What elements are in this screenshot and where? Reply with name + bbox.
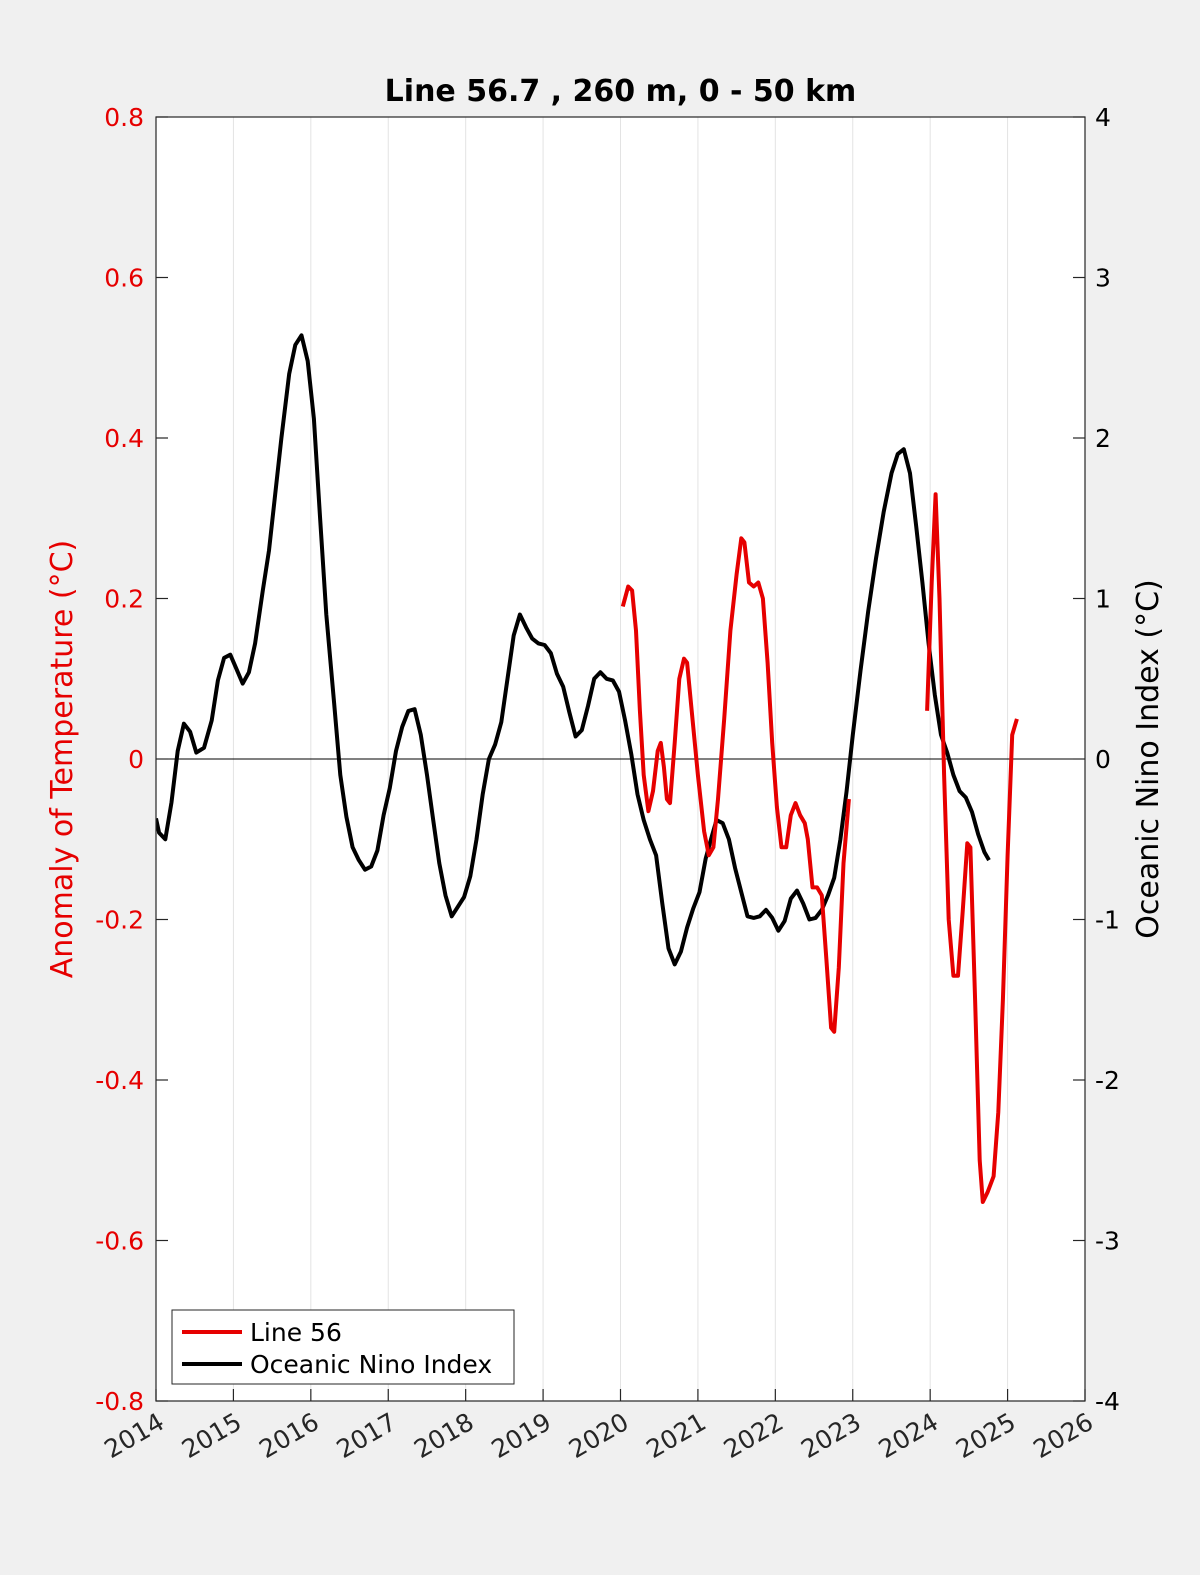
right-axis-ticks: 4 3 2 1 0 -1 -2 -3 -4: [1073, 103, 1120, 1416]
series-line-line-56-0: [620, 536, 851, 1034]
left-tick-label: 0: [128, 745, 144, 774]
legend-box: [171, 1309, 515, 1385]
right-tick-label: 0: [1095, 745, 1111, 774]
left-tick-label: 0.4: [104, 424, 144, 453]
right-tick-label: -4: [1095, 1387, 1120, 1416]
chart-title: Line 56.7 , 260 m, 0 - 50 km: [385, 74, 857, 109]
left-tick-label: -0.6: [95, 1227, 144, 1256]
right-axis-label: Oceanic Nino Index (°C): [1131, 579, 1166, 939]
series-line-oceanic-nino-index-0: [156, 333, 991, 967]
left-tick-label: -0.2: [95, 906, 144, 935]
right-tick-label: -1: [1095, 906, 1120, 935]
right-tick-label: -2: [1095, 1066, 1120, 1095]
series-line-line-56-1: [925, 492, 1019, 1204]
right-tick-label: -3: [1095, 1227, 1120, 1256]
left-axis-label: Anomaly of Temperature (°C): [45, 540, 80, 979]
right-tick-label: 3: [1095, 264, 1111, 293]
right-tick-label: 1: [1095, 585, 1111, 614]
left-tick-label: -0.4: [95, 1066, 144, 1095]
left-axis-ticks: 0.8 0.6 0.4 0.2 0 -0.2 -0.4 -0.6 -0.8: [95, 103, 168, 1416]
left-tick-label: 0.8: [104, 103, 144, 132]
left-tick-label: 0.2: [104, 585, 144, 614]
legend-label-line-56: Line 56: [250, 1318, 342, 1347]
legend-label-oni: Oceanic Nino Index: [250, 1350, 492, 1379]
right-tick-label: 4: [1095, 103, 1111, 132]
series-layer: [156, 333, 1019, 1204]
left-tick-label: -0.8: [95, 1387, 144, 1416]
left-tick-label: 0.6: [104, 264, 144, 293]
right-tick-label: 2: [1095, 424, 1111, 453]
legend: Line 56 Oceanic Nino Index: [171, 1309, 515, 1385]
